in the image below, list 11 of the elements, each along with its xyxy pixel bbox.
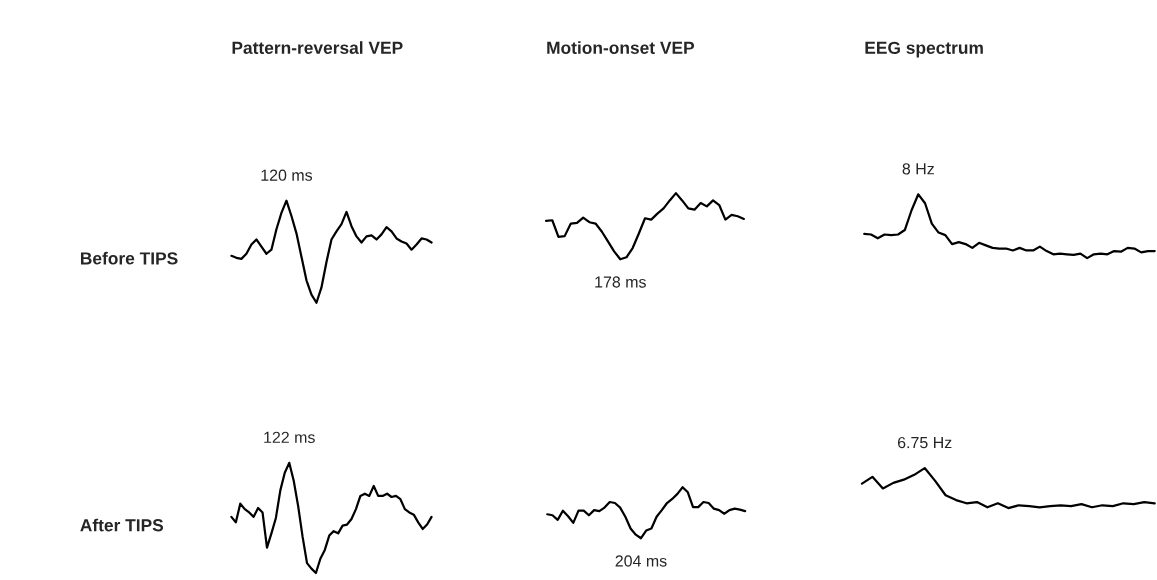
chart-title: Motion-onset VEP	[547, 41, 695, 54]
annotation: 122 ms	[264, 431, 315, 444]
y-axis-title: Before TIPS	[80, 251, 178, 265]
y-axis-title: After TIPS	[80, 518, 164, 532]
chart-title: EEG spectrum	[865, 41, 983, 58]
annotation: 6.75 Hz	[897, 436, 952, 449]
annotation: 204 ms	[615, 555, 667, 567]
annotation: 120 ms	[261, 169, 313, 181]
annotation: 8 Hz	[902, 163, 934, 175]
chart-title: Pattern-reversal VEP	[232, 41, 403, 54]
annotation: 178 ms	[595, 276, 646, 288]
